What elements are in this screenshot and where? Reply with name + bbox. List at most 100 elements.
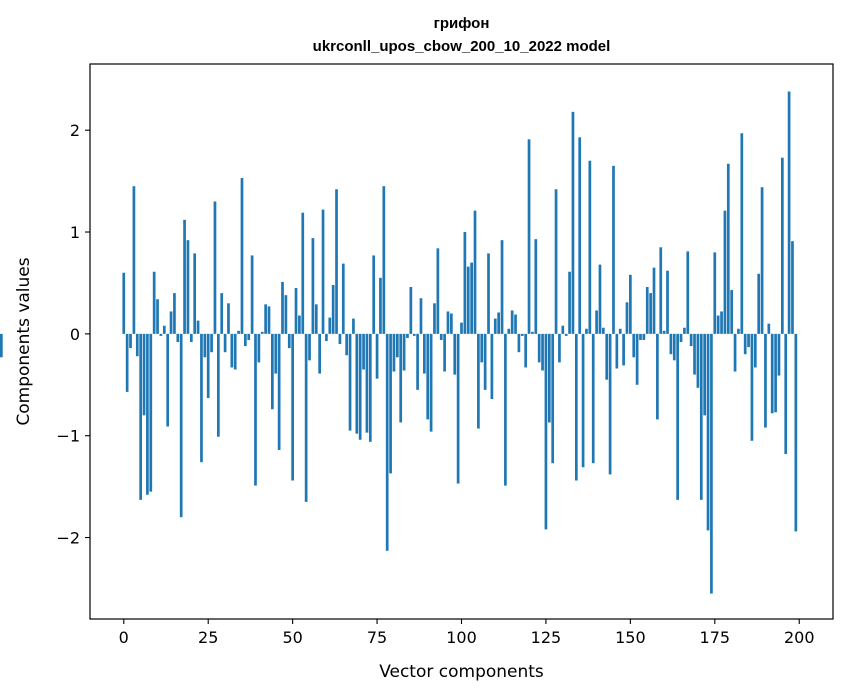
bar bbox=[477, 333, 480, 429]
bar bbox=[446, 311, 450, 334]
bar bbox=[662, 330, 666, 334]
bar bbox=[625, 302, 629, 334]
bar bbox=[639, 333, 642, 340]
bar bbox=[213, 201, 217, 334]
bar bbox=[257, 333, 261, 363]
bar bbox=[125, 333, 129, 392]
bar bbox=[544, 333, 548, 530]
bar bbox=[568, 271, 571, 334]
bar bbox=[267, 306, 271, 334]
bar bbox=[385, 333, 389, 551]
bar bbox=[423, 333, 426, 374]
bar bbox=[439, 333, 443, 340]
y-tick-label: 0 bbox=[70, 325, 80, 344]
bar bbox=[338, 333, 342, 345]
bar bbox=[291, 333, 294, 481]
bar bbox=[166, 333, 170, 427]
bar bbox=[281, 281, 284, 334]
bar bbox=[379, 277, 382, 334]
bar bbox=[159, 333, 163, 336]
bar bbox=[183, 219, 186, 334]
bar bbox=[780, 157, 784, 334]
bar bbox=[426, 333, 430, 420]
bar bbox=[497, 312, 500, 334]
bar bbox=[733, 333, 737, 372]
bar bbox=[443, 333, 446, 372]
bar bbox=[453, 333, 457, 375]
bar bbox=[750, 333, 754, 441]
bar bbox=[764, 333, 767, 428]
bar bbox=[652, 267, 656, 334]
bar bbox=[331, 284, 335, 334]
bar bbox=[703, 333, 707, 416]
bar bbox=[341, 263, 345, 334]
bar bbox=[230, 333, 234, 368]
bar bbox=[483, 333, 487, 390]
bar bbox=[287, 333, 291, 349]
bar bbox=[466, 266, 470, 334]
bar bbox=[649, 293, 652, 334]
bar bbox=[392, 333, 396, 372]
x-tick-label: 125 bbox=[531, 628, 562, 647]
bar bbox=[227, 303, 230, 334]
bar bbox=[787, 91, 791, 334]
bar bbox=[358, 333, 362, 440]
bar bbox=[220, 293, 224, 334]
bar bbox=[355, 333, 359, 434]
bar bbox=[595, 310, 598, 334]
y-tick-label: −1 bbox=[56, 427, 80, 446]
bar bbox=[142, 333, 146, 416]
y-tick-label: −2 bbox=[56, 529, 80, 548]
bar bbox=[480, 333, 484, 363]
bar bbox=[659, 247, 663, 334]
bar bbox=[294, 288, 298, 334]
bar bbox=[760, 187, 764, 334]
bar bbox=[500, 240, 504, 334]
bar bbox=[348, 333, 352, 431]
bar bbox=[463, 232, 467, 334]
x-ticks-group: 0 25 50 75 100 125 150 175 200 bbox=[119, 619, 815, 647]
bar bbox=[531, 331, 534, 334]
bar bbox=[510, 310, 514, 334]
bar bbox=[179, 333, 183, 518]
bar bbox=[146, 333, 149, 495]
bar bbox=[666, 270, 669, 334]
chart-title: грифон bbox=[434, 15, 490, 32]
bar bbox=[375, 333, 379, 379]
bar bbox=[250, 255, 254, 334]
bar bbox=[774, 333, 777, 413]
bar bbox=[193, 253, 197, 334]
bar bbox=[605, 333, 609, 380]
y-axis-label: Components values bbox=[14, 257, 34, 425]
bar bbox=[527, 139, 531, 334]
bar bbox=[409, 287, 413, 334]
bar bbox=[189, 333, 193, 343]
bar bbox=[507, 328, 511, 334]
bar bbox=[716, 315, 720, 334]
bar bbox=[362, 333, 365, 370]
bar bbox=[412, 333, 416, 336]
bar bbox=[233, 333, 237, 370]
bar bbox=[277, 333, 281, 450]
bar bbox=[328, 317, 332, 334]
bar bbox=[737, 328, 740, 334]
bar bbox=[429, 333, 433, 432]
bar bbox=[710, 333, 713, 594]
bar bbox=[730, 290, 734, 334]
bar bbox=[132, 186, 136, 334]
bar bbox=[547, 333, 551, 423]
x-tick-label: 100 bbox=[446, 628, 477, 647]
bar bbox=[672, 333, 676, 361]
bar bbox=[402, 333, 406, 371]
bar bbox=[581, 333, 585, 468]
bar bbox=[186, 240, 190, 334]
bar bbox=[743, 333, 747, 355]
bar bbox=[601, 327, 605, 334]
bar bbox=[173, 293, 176, 334]
bar bbox=[460, 322, 463, 334]
bar bbox=[176, 333, 180, 343]
bar bbox=[311, 238, 315, 334]
bar bbox=[770, 333, 774, 414]
bar bbox=[244, 333, 247, 347]
